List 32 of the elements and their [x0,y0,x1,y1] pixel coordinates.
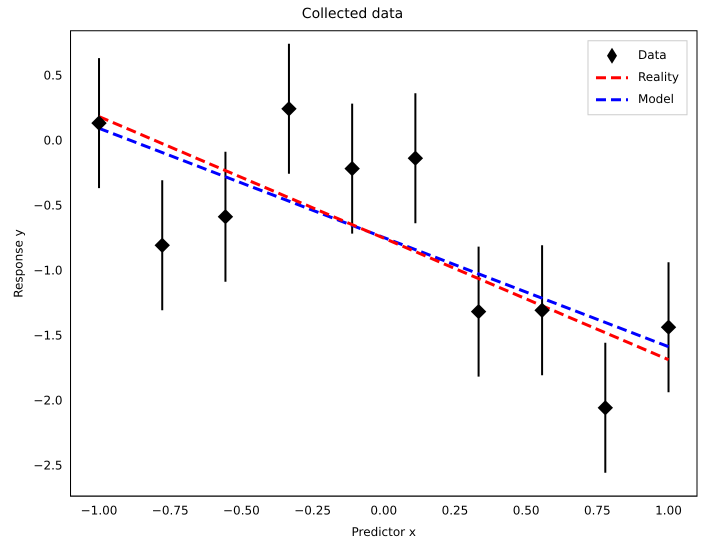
point [471,304,486,320]
y-axis-title: Response y [11,229,26,298]
x-tick-label: 1.00 [655,504,682,518]
y-tick-label: −2.0 [33,393,63,408]
point [408,150,423,166]
point [154,238,170,253]
y-tick-label: −1.0 [33,263,63,278]
x-tick-label: 0.75 [584,504,611,518]
x-tick-label: −0.25 [294,504,331,518]
x-tick-label: −1.00 [80,504,118,518]
chart-title: Collected data [302,6,404,22]
legend-label: Reality [638,70,680,84]
point [218,209,233,224]
point [534,302,550,318]
point [661,320,676,335]
x-tick-label: 0.50 [512,504,540,518]
y-tick-label: −0.5 [33,198,63,212]
x-tick-label: −0.75 [152,504,189,518]
y-tick-label: −1.5 [33,328,63,342]
y-tick-label: 0.0 [43,133,63,148]
point [92,116,107,131]
point [281,101,296,116]
y-tick-label: −2.5 [33,458,63,472]
legend-label: Data [638,48,667,62]
y-tick-label: 0.5 [43,68,63,82]
x-tick-label: 0.00 [370,504,398,518]
legend-label: Model [638,92,674,106]
x-tick-label: 0.25 [442,504,468,518]
x-tick-label: −0.50 [223,504,260,518]
point [598,400,613,416]
x-axis-title: Predictor x [352,524,416,539]
point [344,161,360,176]
